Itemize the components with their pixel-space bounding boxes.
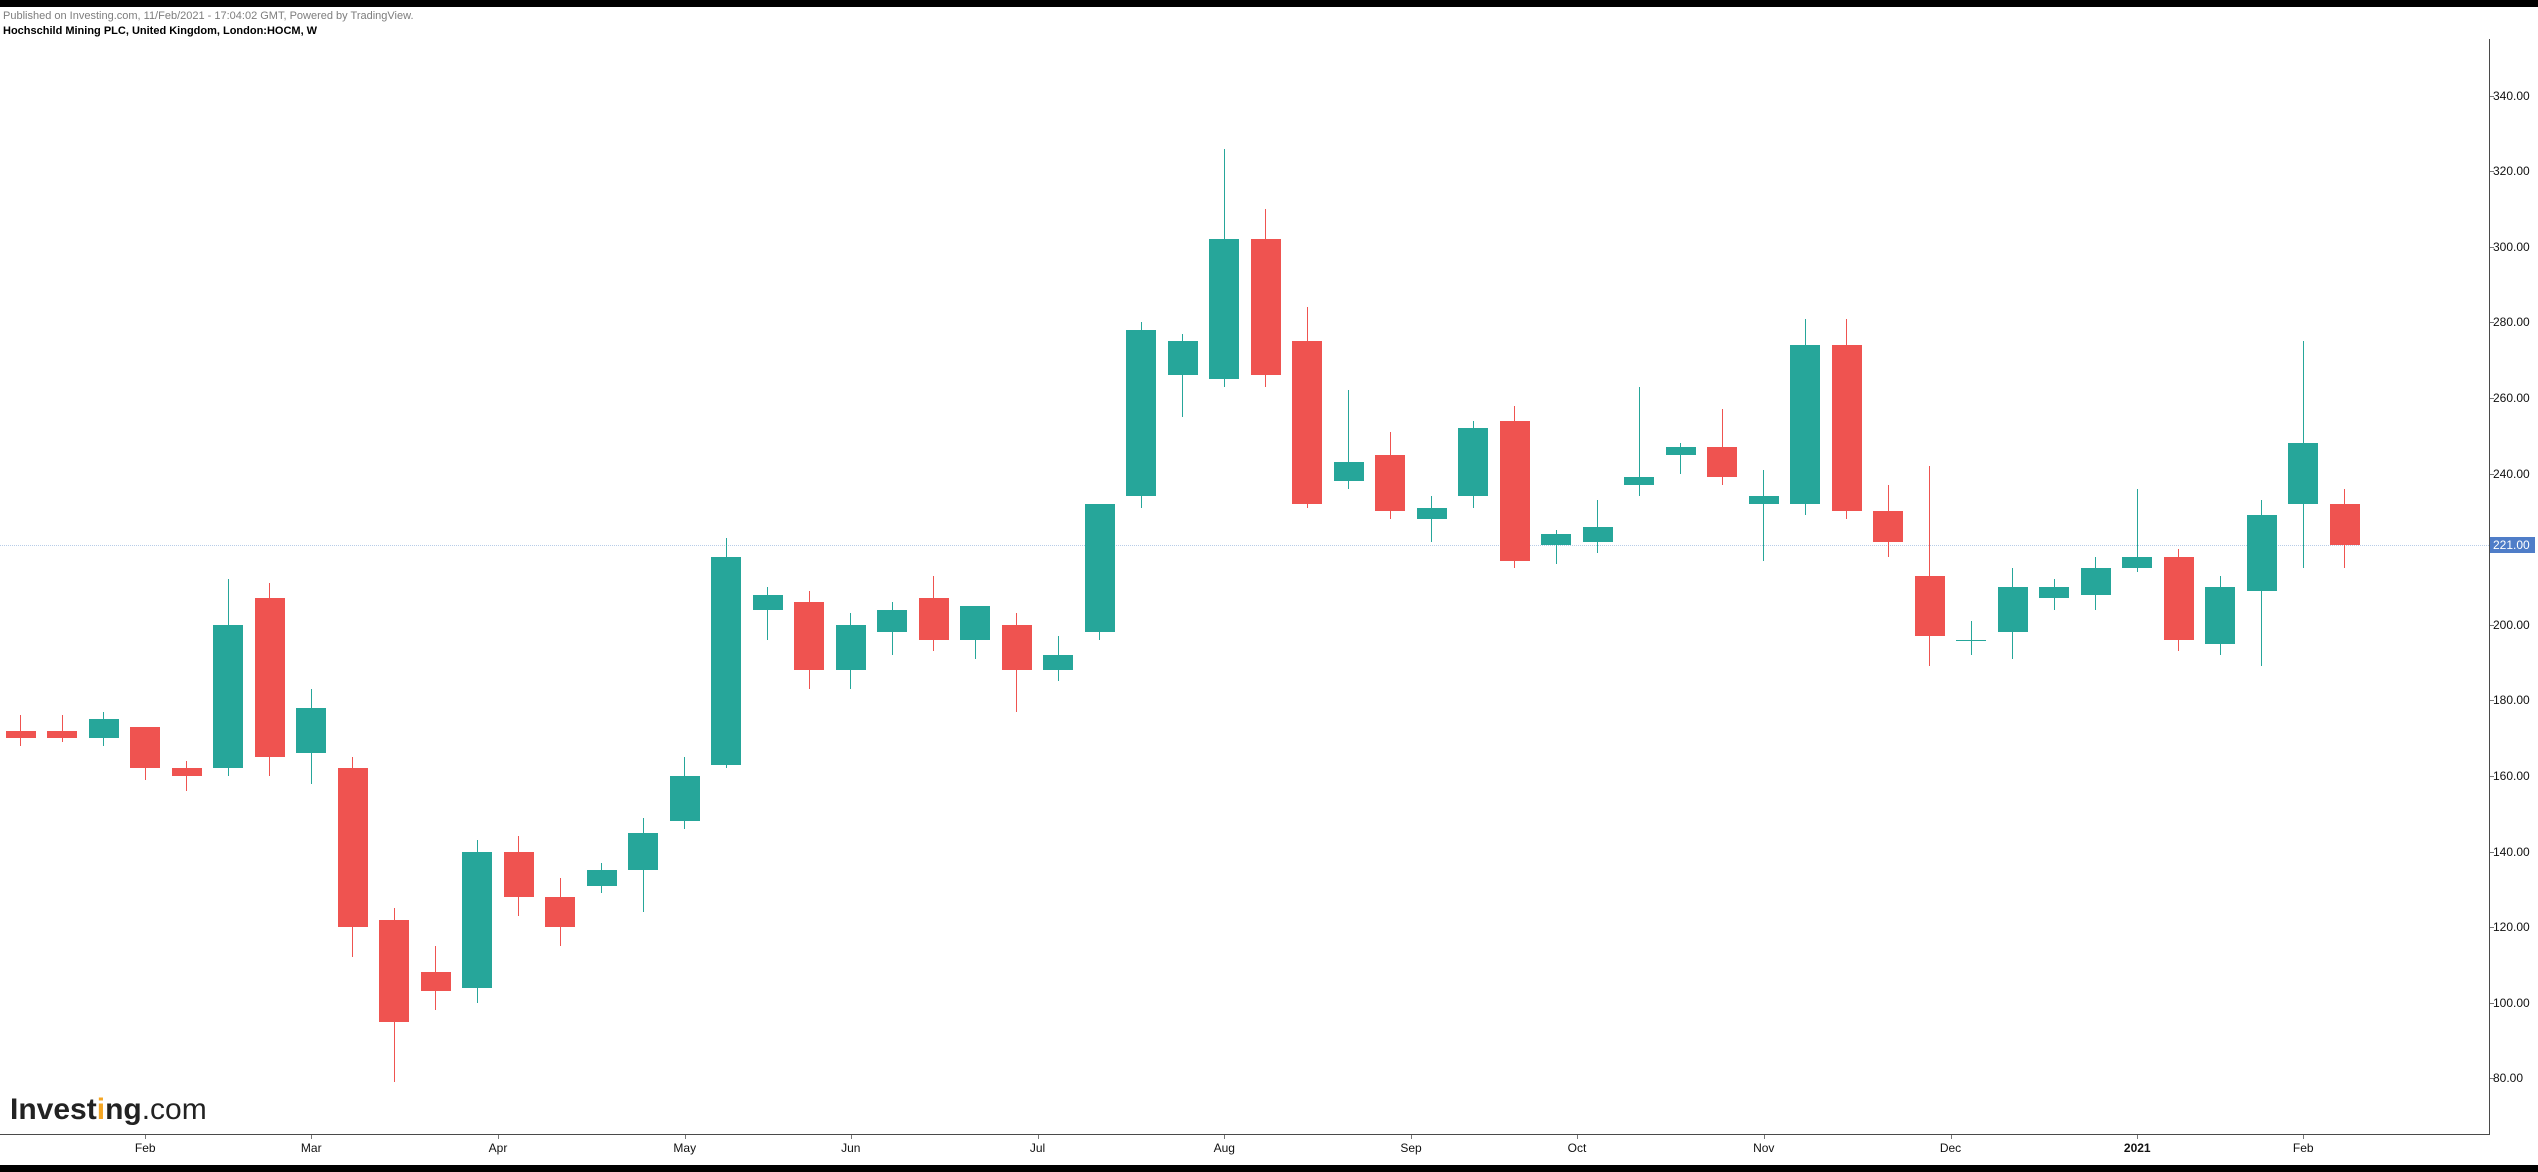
current-price-marker: 221.00 <box>2490 537 2535 553</box>
y-axis-tick-label: 100.00 <box>2493 996 2530 1010</box>
candle-wick <box>1763 470 1764 561</box>
candle-body[interactable] <box>587 870 617 885</box>
candle-body[interactable] <box>2247 515 2277 591</box>
price-chart-plot[interactable] <box>0 39 2490 1135</box>
candle-body[interactable] <box>1749 496 1779 504</box>
candle-body[interactable] <box>6 731 36 739</box>
candle-body[interactable] <box>1251 239 1281 375</box>
candle-body[interactable] <box>130 727 160 769</box>
candle-body[interactable] <box>628 833 658 871</box>
candle-body[interactable] <box>1209 239 1239 379</box>
candle-body[interactable] <box>1168 341 1198 375</box>
candle-body[interactable] <box>1915 576 1945 636</box>
candle-body[interactable] <box>1873 511 1903 541</box>
candle-body[interactable] <box>213 625 243 769</box>
candle-body[interactable] <box>1583 527 1613 542</box>
x-axis-tick-label: Jun <box>841 1141 860 1155</box>
x-axis-tick-label: Mar <box>301 1141 322 1155</box>
x-axis-tick-label: Nov <box>1753 1141 1774 1155</box>
candle-body[interactable] <box>1043 655 1073 670</box>
candle-body[interactable] <box>1956 640 1986 641</box>
price-y-axis[interactable]: 80.00 100.00 120.00 140.00 160.00 180.00 200.0… <box>2490 39 2538 1135</box>
candle-body[interactable] <box>753 595 783 610</box>
candle-body[interactable] <box>2205 587 2235 644</box>
y-axis-tick-label: 180.00 <box>2493 693 2530 707</box>
current-price-line <box>0 545 2489 547</box>
instrument-title: Hochschild Mining PLC, United Kingdom, L… <box>3 25 317 37</box>
candle-body[interactable] <box>1790 345 1820 504</box>
x-axis-tick-label: 2021 <box>2124 1141 2151 1155</box>
y-axis-tick-label: 160.00 <box>2493 769 2530 783</box>
candle-body[interactable] <box>545 897 575 927</box>
candle-body[interactable] <box>1998 587 2028 632</box>
candle-body[interactable] <box>670 776 700 821</box>
y-axis-tick-label: 80.00 <box>2493 1071 2523 1085</box>
time-x-axis[interactable]: Feb Mar Apr May Jun Jul Aug Sep Oct Nov Dec 2021 Feb <box>0 1135 2490 1165</box>
y-axis-tick-label: 280.00 <box>2493 315 2530 329</box>
candle-body[interactable] <box>1126 330 1156 496</box>
candle-body[interactable] <box>2081 568 2111 594</box>
candle-body[interactable] <box>836 625 866 670</box>
candle-body[interactable] <box>2330 504 2360 546</box>
y-axis-tick-label: 320.00 <box>2493 164 2530 178</box>
x-axis-tick-label: Dec <box>1940 1141 1961 1155</box>
candle-wick <box>1971 621 1972 655</box>
candle-body[interactable] <box>172 768 202 776</box>
x-axis-tick-label: Oct <box>1568 1141 1587 1155</box>
candle-body[interactable] <box>462 852 492 988</box>
candle-body[interactable] <box>47 731 77 739</box>
candle-body[interactable] <box>421 972 451 991</box>
publish-info-label: Published on Investing.com, 11/Feb/2021 … <box>3 10 414 22</box>
candle-body[interactable] <box>2164 557 2194 640</box>
candle-body[interactable] <box>711 557 741 765</box>
candle-body[interactable] <box>1541 534 1571 545</box>
x-axis-tick-label: Feb <box>135 1141 156 1155</box>
x-axis-tick-label: Aug <box>1214 1141 1235 1155</box>
candle-body[interactable] <box>1292 341 1322 504</box>
candle-body[interactable] <box>1832 345 1862 511</box>
y-axis-tick-label: 240.00 <box>2493 467 2530 481</box>
candle-body[interactable] <box>296 708 326 753</box>
candle-body[interactable] <box>379 920 409 1022</box>
candle-body[interactable] <box>794 602 824 670</box>
investing-logo: Investing.com <box>10 1093 207 1127</box>
candle-body[interactable] <box>877 610 907 633</box>
y-axis-tick-label: 340.00 <box>2493 89 2530 103</box>
candle-body[interactable] <box>1417 508 1447 519</box>
candle-body[interactable] <box>2122 557 2152 568</box>
candle-body[interactable] <box>255 598 285 757</box>
candle-body[interactable] <box>2039 587 2069 598</box>
x-axis-tick-label: Jul <box>1030 1141 1045 1155</box>
x-axis-tick-label: Sep <box>1400 1141 1421 1155</box>
candle-body[interactable] <box>1624 477 1654 485</box>
candle-body[interactable] <box>919 598 949 640</box>
candle-body[interactable] <box>1002 625 1032 670</box>
y-axis-tick-label: 140.00 <box>2493 845 2530 859</box>
candle-wick <box>1929 466 1930 666</box>
x-axis-tick-label: Apr <box>489 1141 508 1155</box>
y-axis-tick-label: 260.00 <box>2493 391 2530 405</box>
candle-body[interactable] <box>338 768 368 927</box>
candle-body[interactable] <box>1334 462 1364 481</box>
candle-body[interactable] <box>1085 504 1115 632</box>
x-axis-tick-label: Feb <box>2293 1141 2314 1155</box>
candle-body[interactable] <box>1375 455 1405 512</box>
chart-area: Published on Investing.com, 11/Feb/2021 … <box>0 7 2538 1165</box>
candle-body[interactable] <box>504 852 534 897</box>
y-axis-tick-label: 300.00 <box>2493 240 2530 254</box>
candle-wick <box>186 761 187 791</box>
candle-body[interactable] <box>1666 447 1696 455</box>
x-axis-tick-label: May <box>673 1141 696 1155</box>
candle-body[interactable] <box>89 719 119 738</box>
candle-body[interactable] <box>960 606 990 640</box>
candle-body[interactable] <box>2288 443 2318 503</box>
y-axis-tick-label: 200.00 <box>2493 618 2530 632</box>
candle-wick <box>1431 496 1432 541</box>
candle-body[interactable] <box>1458 428 1488 496</box>
candle-body[interactable] <box>1500 421 1530 561</box>
candle-body[interactable] <box>1707 447 1737 477</box>
y-axis-tick-label: 120.00 <box>2493 920 2530 934</box>
